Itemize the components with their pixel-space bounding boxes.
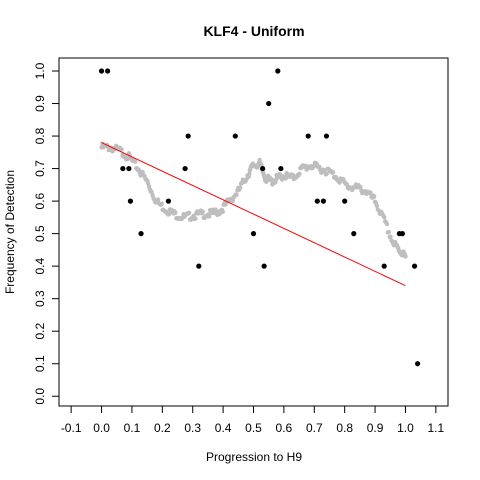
x-tick-label: 0.5: [245, 421, 262, 435]
data-point: [314, 198, 320, 204]
data-point: [185, 133, 191, 139]
plot-area: [98, 68, 421, 367]
x-tick-label: 0.4: [215, 421, 232, 435]
data-point: [320, 198, 326, 204]
data-point: [399, 231, 406, 237]
y-tick-label: 0.2: [33, 323, 47, 340]
x-tick-label: 0.6: [276, 421, 293, 435]
smoothed-point: [220, 209, 226, 214]
y-axis-label: Frequency of Detection: [3, 170, 17, 294]
smoothed-point: [149, 189, 154, 195]
data-point: [323, 133, 330, 139]
x-tick-label: 0.9: [367, 421, 384, 435]
smoothed-point: [283, 176, 288, 181]
data-point: [196, 263, 202, 269]
data-point: [182, 165, 188, 172]
smoothed-point: [159, 201, 164, 206]
smoothed-point: [368, 190, 373, 195]
y-tick-label: 0.3: [33, 290, 47, 307]
smoothed-point: [386, 229, 391, 235]
smoothed-point: [133, 159, 138, 164]
y-tick-label: 0.4: [33, 257, 47, 274]
x-tick-label: 0.0: [93, 421, 110, 435]
data-point: [126, 165, 132, 172]
data-point: [266, 100, 272, 107]
x-axis-label: Progression to H9: [206, 450, 302, 464]
smoothed-point: [384, 221, 390, 227]
observed-points-series: [98, 68, 421, 367]
smoothed-point: [155, 197, 161, 202]
data-point: [261, 263, 267, 269]
data-point: [260, 165, 266, 172]
smoothed-point: [381, 214, 387, 220]
smoothed-point: [234, 192, 239, 198]
x-tick-label: -0.1: [61, 421, 82, 435]
data-point: [415, 361, 421, 367]
smoothed-point: [247, 171, 252, 177]
data-point: [411, 263, 418, 269]
data-point: [250, 231, 257, 237]
y-tick-label: 0.6: [33, 192, 47, 209]
y-tick-label: 0.7: [33, 160, 47, 177]
y-tick-label: 0.9: [33, 95, 47, 112]
data-point: [105, 68, 111, 74]
smoothed-point: [257, 157, 262, 163]
data-point: [120, 165, 126, 172]
data-point: [278, 165, 284, 172]
smoothed-point: [193, 216, 198, 221]
x-tick-label: 0.3: [184, 421, 201, 435]
smoothed-point: [297, 171, 302, 177]
regression-line: [101, 142, 406, 287]
smoothed-point: [140, 169, 145, 175]
x-tick-label: 0.7: [306, 421, 323, 435]
smoothed-point: [237, 185, 243, 190]
chart-title: KLF4 - Uniform: [203, 23, 304, 39]
data-point: [305, 133, 311, 139]
smoothed-point: [344, 182, 349, 187]
smoothed-point: [330, 170, 336, 175]
smoothed-point: [200, 209, 205, 214]
x-tick-label: 0.1: [124, 421, 141, 435]
smoothed-trend-series: [99, 141, 408, 259]
data-point: [275, 68, 281, 74]
y-tick-label: 0.1: [33, 355, 47, 372]
smoothed-point: [374, 203, 380, 209]
y-tick-label: 0.8: [33, 127, 47, 144]
data-point: [381, 263, 387, 269]
data-point: [127, 198, 134, 204]
data-point: [138, 231, 144, 237]
smoothed-point: [371, 194, 377, 199]
data-point: [165, 198, 172, 204]
x-tick-label: 1.0: [397, 421, 414, 435]
data-point: [232, 133, 238, 139]
y-axis: 0.0 0.1 0.2 0.3 0.4 0.5 0.6 0.7 0.8 0.9 1.0: [33, 62, 60, 405]
smoothed-point: [230, 198, 236, 203]
y-tick-label: 0.5: [33, 225, 47, 242]
smoothed-point: [186, 210, 192, 215]
x-tick-label: 0.8: [336, 421, 353, 435]
x-axis: -0.1 0.0 0.1 0.2 0.3 0.4 0.5 0.6 0.7 0.8 0.9 1.0 1.1: [61, 405, 445, 435]
smoothed-point: [223, 202, 228, 207]
data-point: [98, 68, 105, 74]
smoothed-point: [259, 162, 264, 168]
smoothed-point: [173, 210, 178, 215]
x-tick-label: 0.2: [154, 421, 171, 435]
smoothed-point: [324, 171, 329, 176]
smoothed-point: [403, 254, 408, 259]
smoothed-point: [358, 184, 363, 190]
smoothed-point: [206, 214, 212, 219]
x-tick-label: 1.1: [428, 421, 445, 435]
data-point: [342, 198, 348, 204]
smoothed-point: [119, 147, 124, 152]
data-point: [351, 231, 357, 237]
smoothed-point: [388, 234, 393, 239]
y-tick-label: 1.0: [33, 62, 47, 79]
y-tick-label: 0.0: [33, 388, 47, 405]
